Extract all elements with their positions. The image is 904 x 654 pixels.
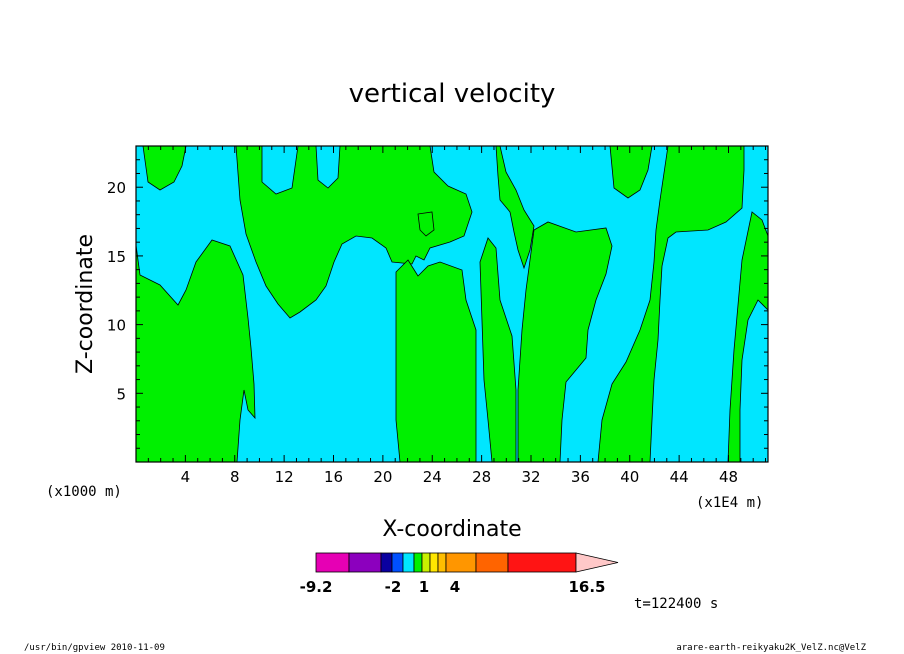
colorbar-swatch [380,552,393,573]
y-tick-label: 10 [107,317,126,335]
colorbar-label: -2 [385,578,402,596]
x-tick-label: 40 [620,468,639,486]
x-tick-label: 32 [521,468,540,486]
x-axis-label: X-coordinate [382,517,521,542]
y-tick-label: 5 [116,385,126,403]
x-unit-label: (x1000 m) [46,484,122,500]
y-tick-label: 20 [107,179,126,197]
x-tick-label: 8 [230,468,240,486]
plot-frame [135,145,769,463]
chart-title: vertical velocity [349,79,556,109]
plot-area [135,145,769,463]
colorbar-label: 4 [450,578,460,596]
colorbar-label: -9.2 [300,578,333,596]
colorbar-swatch [437,552,447,573]
colorbar-label: 1 [419,578,429,596]
x-tick-label: 44 [670,468,689,486]
region-far-right [727,211,769,463]
colorbar-swatch [348,552,382,573]
x-tick-label: 4 [181,468,191,486]
x-tick-label: 12 [275,468,294,486]
colorbar-arrow [575,552,619,573]
y-axis-label: Z-coordinate [73,234,98,374]
x-multiplier-label: (x1E4 m) [696,495,763,511]
region-center-upper [235,145,473,319]
x-tick-label: 20 [373,468,392,486]
colorbar-swatch [402,552,415,573]
region-mid-strip [495,145,535,270]
footer-right: arare-earth-reikyaku2K_VelZ.nc@VelZ [676,643,866,653]
colorbar-swatch [421,552,431,573]
colorbar-swatch [315,552,350,573]
x-tick-label: 28 [472,468,491,486]
x-tick-label: 24 [423,468,442,486]
positive-velocity-regions [135,145,769,463]
footer-left: /usr/bin/gpview 2010-11-09 [24,643,165,653]
colorbar-labels: -9.2 -2 1 4 16.5 [300,578,606,596]
region-left [135,239,256,463]
colorbar-swatch [475,552,509,573]
colorbar-swatch [429,552,439,573]
colorbar-swatch [391,552,404,573]
region-right-center [517,221,613,463]
x-tick-label: 36 [571,468,590,486]
x-tick-label: 16 [324,468,343,486]
colorbar-swatch [507,552,577,573]
colorbar-label: 16.5 [568,578,605,596]
region-center-right [479,237,517,463]
y-tick-labels: 5 10 15 20 [107,179,126,403]
y-tick-label: 15 [107,248,126,266]
colorbar-swatch [413,552,423,573]
time-label: t=122400 s [634,596,718,612]
region-center-gap [417,211,435,237]
region-right [597,145,745,463]
tick-marks [136,146,768,462]
x-tick-label: 48 [719,468,738,486]
region-center-lower [395,259,477,463]
colorbar-swatch [445,552,477,573]
x-tick-labels: 4 8 12 16 20 24 28 32 36 40 44 48 [181,468,738,486]
colorbar [315,552,619,573]
